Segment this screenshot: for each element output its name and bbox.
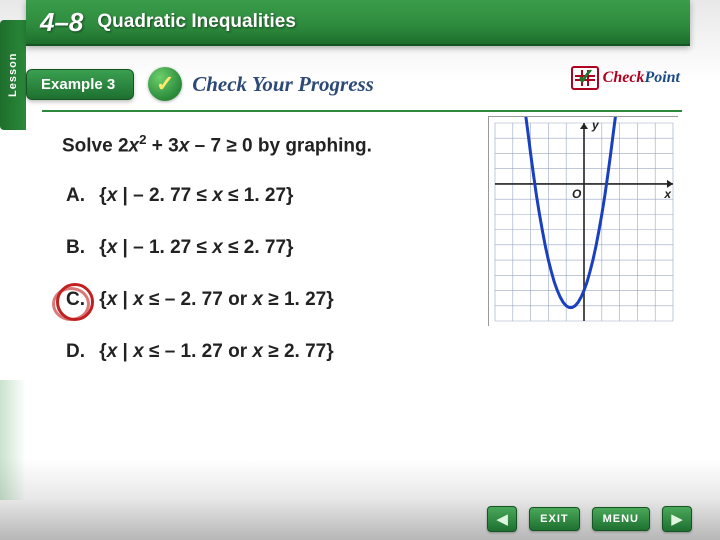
checkpoint-point: Point — [644, 69, 680, 86]
option-letter: C. — [66, 289, 94, 311]
parabola-graph: x y O — [488, 116, 678, 326]
forward-button[interactable]: ▶ — [662, 506, 692, 532]
decorative-gradient — [0, 380, 26, 500]
menu-button[interactable]: MENU — [592, 507, 650, 531]
options-list: A. {x | – 2. 77 ≤ x ≤ 1. 27} B. {x | – 1.… — [62, 185, 490, 363]
checkpoint-badge: CheckPoint — [571, 66, 680, 90]
exit-button[interactable]: EXIT — [529, 507, 579, 531]
nav-controls: ◀ EXIT MENU ▶ — [487, 506, 692, 532]
svg-text:O: O — [572, 187, 582, 201]
option-text: {x | – 1. 27 ≤ x ≤ 2. 77} — [94, 237, 293, 258]
option-letter: B. — [66, 237, 94, 259]
chapter-number: 4–8 — [40, 7, 83, 38]
checkmark-icon: ✓ — [148, 67, 182, 101]
checkpoint-check: Check — [603, 69, 645, 86]
question-block: Solve 2x2 + 3x – 7 ≥ 0 by graphing. A. {… — [62, 132, 490, 393]
option-letter: D. — [66, 341, 94, 363]
check-your-progress-label: Check Your Progress — [192, 72, 374, 97]
svg-text:x: x — [663, 187, 672, 201]
option-text: {x | x ≤ – 1. 27 or x ≥ 2. 77} — [94, 341, 334, 362]
option-text: {x | x ≤ – 2. 77 or x ≥ 1. 27} — [94, 289, 334, 310]
option-item[interactable]: B. {x | – 1. 27 ≤ x ≤ 2. 77} — [62, 237, 490, 259]
divider — [42, 110, 682, 112]
chapter-title: Quadratic Inequalities — [97, 11, 296, 33]
checkpoint-icon — [571, 66, 599, 90]
option-letter: A. — [66, 185, 94, 207]
back-button[interactable]: ◀ — [487, 506, 517, 532]
option-item[interactable]: D. {x | x ≤ – 1. 27 or x ≥ 2. 77} — [62, 341, 490, 363]
chapter-banner: 4–8 Quadratic Inequalities — [26, 0, 690, 46]
option-item[interactable]: C. {x | x ≤ – 2. 77 or x ≥ 1. 27} — [62, 289, 490, 311]
lesson-tab: Lesson — [0, 20, 26, 130]
option-text: {x | – 2. 77 ≤ x ≤ 1. 27} — [94, 185, 293, 206]
option-item[interactable]: A. {x | – 2. 77 ≤ x ≤ 1. 27} — [62, 185, 490, 207]
svg-text:y: y — [591, 118, 600, 132]
example-label: Example 3 — [26, 69, 134, 100]
question-text: Solve 2x2 + 3x – 7 ≥ 0 by graphing. — [62, 132, 490, 157]
